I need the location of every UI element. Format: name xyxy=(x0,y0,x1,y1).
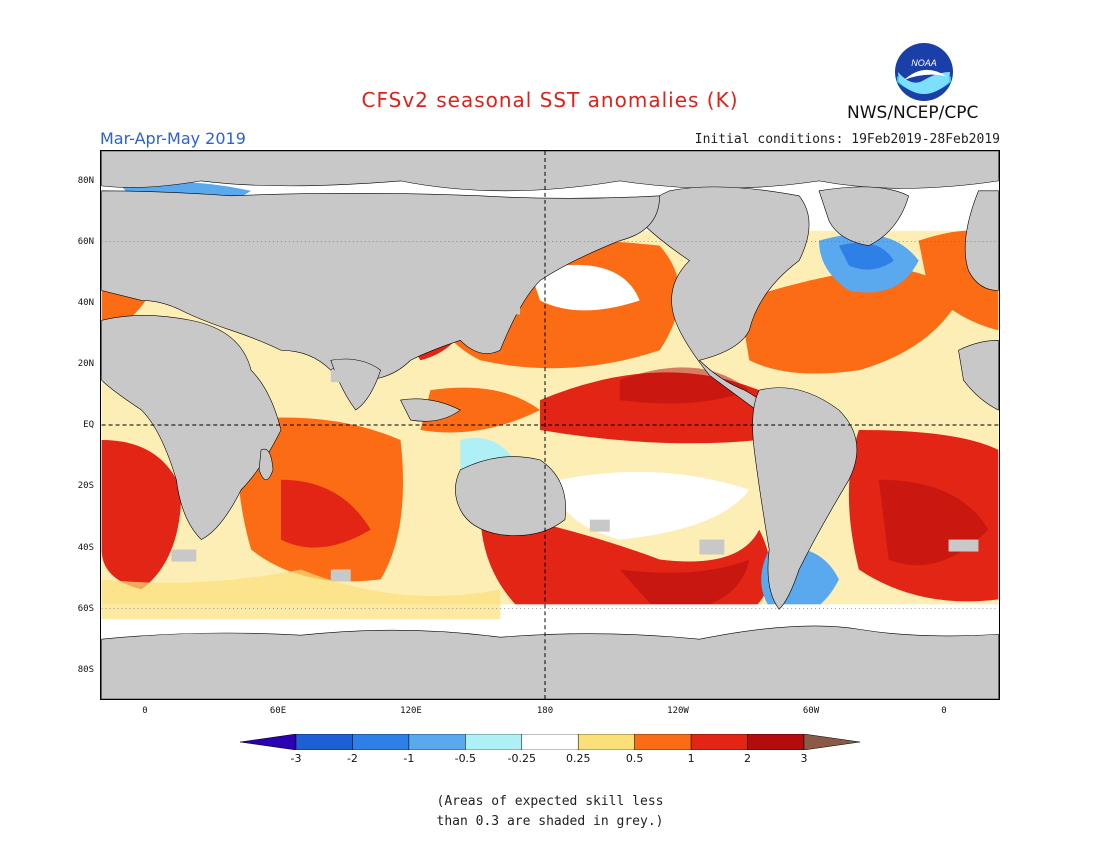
legend-swatch-high-end xyxy=(803,734,860,750)
lon-label-120w: 120W xyxy=(667,706,689,716)
lat-label-60s: 60S xyxy=(77,604,94,614)
lat-label-40n: 40N xyxy=(77,298,94,308)
noaa-logo: NOAA xyxy=(895,43,953,101)
legend-swatch-low-end xyxy=(240,734,297,750)
legend-level-label: -0.5 xyxy=(454,752,477,765)
legend-level-label: 1 xyxy=(687,752,695,765)
legend-level-label: -3 xyxy=(290,752,302,765)
lon-label-0-right: 0 xyxy=(941,706,947,716)
legend-level-label: 2 xyxy=(744,752,752,765)
legend-level-label: -2 xyxy=(346,752,358,765)
legend-swatch xyxy=(577,734,635,750)
skill-note-line-1: (Areas of expected skill less xyxy=(436,794,664,809)
land-masses xyxy=(101,151,999,699)
lat-label-80s: 80S xyxy=(77,665,94,675)
color-legend-bar xyxy=(240,734,860,750)
lon-label-60w: 60W xyxy=(802,706,820,716)
legend-swatch xyxy=(352,734,410,750)
lon-label-60e: 60E xyxy=(269,706,287,716)
skill-mask-patches xyxy=(171,300,979,582)
lat-label-eq: EQ xyxy=(83,420,94,430)
initial-conditions-label: Initial conditions: 19Feb2019-28Feb2019 xyxy=(694,132,1000,147)
lat-label-20n: 20N xyxy=(77,359,94,369)
legend-level-label: -0.25 xyxy=(507,752,536,765)
logo-text: NOAA xyxy=(911,58,937,68)
legend-level-label: 0.5 xyxy=(625,752,644,765)
lon-label-0: 0 xyxy=(142,706,148,716)
legend-level-label: -1 xyxy=(403,752,415,765)
skill-note-line-2: than 0.3 are shaded in grey.) xyxy=(436,814,664,829)
lon-label-180: 180 xyxy=(536,706,554,716)
legend-swatch xyxy=(521,734,579,750)
legend-swatch xyxy=(295,734,353,750)
legend-swatch xyxy=(465,734,523,750)
lat-label-20s: 20S xyxy=(77,481,94,491)
season-label: Mar-Apr-May 2019 xyxy=(100,129,246,148)
skill-note: (Areas of expected skill less than 0.3 a… xyxy=(0,792,1100,832)
lon-label-120e: 120E xyxy=(400,706,422,716)
chart-title: CFSv2 seasonal SST anomalies (K) xyxy=(361,88,739,112)
legend-swatch xyxy=(747,734,805,750)
sst-anomaly-map xyxy=(100,150,1000,700)
lat-label-60n: 60N xyxy=(77,237,94,247)
lat-label-80n: 80N xyxy=(77,176,94,186)
legend-swatch xyxy=(634,734,692,750)
legend-level-label: 3 xyxy=(800,752,808,765)
legend-swatch xyxy=(690,734,748,750)
legend-level-label: 0.25 xyxy=(565,752,591,765)
lat-label-40s: 40S xyxy=(77,543,94,553)
agency-label: NWS/NCEP/CPC xyxy=(847,103,979,123)
legend-swatch xyxy=(408,734,466,750)
